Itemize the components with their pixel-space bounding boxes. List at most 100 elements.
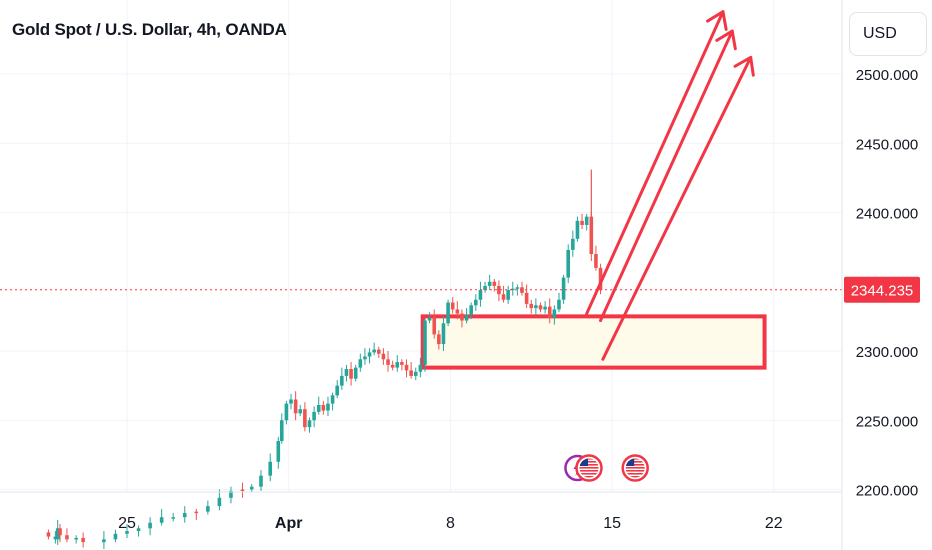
candle-body <box>497 285 501 295</box>
candle-body <box>249 486 254 490</box>
candle-body <box>349 369 353 379</box>
time-tick-label: 15 <box>603 515 621 532</box>
candle-body <box>432 317 437 335</box>
candle-body <box>284 403 289 421</box>
candle-body <box>390 364 395 368</box>
candle-body <box>557 299 561 310</box>
time-axis[interactable]: 25 Apr 8 15 22 <box>118 515 783 532</box>
candle-body <box>455 309 460 314</box>
candle-body <box>552 309 557 318</box>
price-tick-label: 2450.000 <box>856 136 919 153</box>
flag-stripe <box>579 473 599 475</box>
candle-body <box>423 320 427 365</box>
trend-arrow[interactable] <box>601 55 753 361</box>
candle-body <box>372 349 376 353</box>
candle-body <box>437 334 441 345</box>
flag-stripe <box>579 467 599 469</box>
candle-body <box>46 532 51 537</box>
flag-stripe <box>625 458 645 460</box>
candle-body <box>450 302 455 310</box>
us-flag-icon[interactable] <box>575 454 603 482</box>
us-flag-icon[interactable] <box>621 454 649 482</box>
flag-stripe <box>625 470 645 472</box>
candle-body <box>594 254 598 268</box>
candle-body <box>293 399 298 414</box>
flag-stripe <box>579 464 599 466</box>
candle-body <box>483 285 487 291</box>
candle-body <box>74 537 78 540</box>
candle-body <box>510 288 515 291</box>
arrow-head-icon <box>715 29 737 51</box>
candle-body <box>395 362 400 368</box>
candle-body <box>418 364 423 372</box>
flag-stripe <box>579 461 599 463</box>
candle-body <box>487 281 492 286</box>
candle-body <box>534 305 538 309</box>
candle-body <box>400 362 404 365</box>
candle-body <box>404 364 409 371</box>
candle-body <box>289 399 293 404</box>
flag-stripes <box>625 458 645 478</box>
candle-body <box>376 349 381 354</box>
candle-body <box>340 375 344 386</box>
candle-body <box>229 490 233 498</box>
candle-body <box>386 359 390 365</box>
symbol-title: Gold Spot / U.S. Dollar, 4h, OANDA <box>12 20 287 39</box>
candle-body <box>353 367 358 379</box>
candle-body <box>524 292 529 304</box>
price-tick-label: 2400.000 <box>856 206 919 223</box>
flag-stripe <box>579 476 599 478</box>
candle-body <box>409 370 413 376</box>
candle-body <box>279 420 284 442</box>
candle-body <box>543 306 547 310</box>
candle-body <box>358 359 363 368</box>
time-tick-label: Apr <box>275 515 303 532</box>
candle-body <box>206 506 210 512</box>
flag-canton <box>625 458 635 466</box>
candle-body <box>58 528 62 536</box>
price-tick-label: 2200.000 <box>856 483 919 500</box>
candle-body <box>367 352 372 357</box>
flag-stripe <box>625 461 645 463</box>
candle-body <box>571 238 575 250</box>
flag-stripe <box>625 476 645 478</box>
candle-body <box>469 305 473 315</box>
price-tick-label: 2500.000 <box>856 67 919 84</box>
candle-body <box>478 290 483 300</box>
flag-stripe <box>625 467 645 469</box>
candle-body <box>561 277 566 300</box>
candle-body <box>182 513 187 518</box>
candle-body <box>506 290 510 300</box>
candle-body <box>580 220 584 225</box>
candle-body <box>102 539 106 543</box>
time-tick-label: 8 <box>446 515 455 532</box>
flag-stripe <box>579 458 599 460</box>
candle-body <box>538 305 543 310</box>
arrow-head-icon <box>706 10 728 31</box>
candle-body <box>65 535 69 540</box>
candle-body <box>194 511 199 514</box>
candle-body <box>159 517 164 523</box>
trend-arrow[interactable] <box>585 10 725 316</box>
candle-body <box>148 522 152 529</box>
price-tick-label: 2250.000 <box>856 413 919 430</box>
candle-body <box>520 287 524 293</box>
candle-body <box>344 369 349 376</box>
trend-arrow[interactable] <box>599 29 734 323</box>
candle-body <box>136 528 141 532</box>
candle-body <box>268 461 273 476</box>
candle-body <box>492 281 497 286</box>
candle-body <box>316 405 321 412</box>
candle-body <box>125 531 129 534</box>
price-axis[interactable]: 2500.000 2450.000 2400.000 2300.000 2250.000… <box>856 67 919 500</box>
candle-body <box>55 528 60 540</box>
demand-zone-rectangle[interactable] <box>420 314 767 370</box>
last-price-badge <box>844 276 920 303</box>
candle-body <box>113 533 118 540</box>
candle-body <box>566 249 571 278</box>
candle-body <box>427 317 432 321</box>
currency-button[interactable]: USD <box>849 12 927 56</box>
time-tick-label: 25 <box>118 515 136 532</box>
